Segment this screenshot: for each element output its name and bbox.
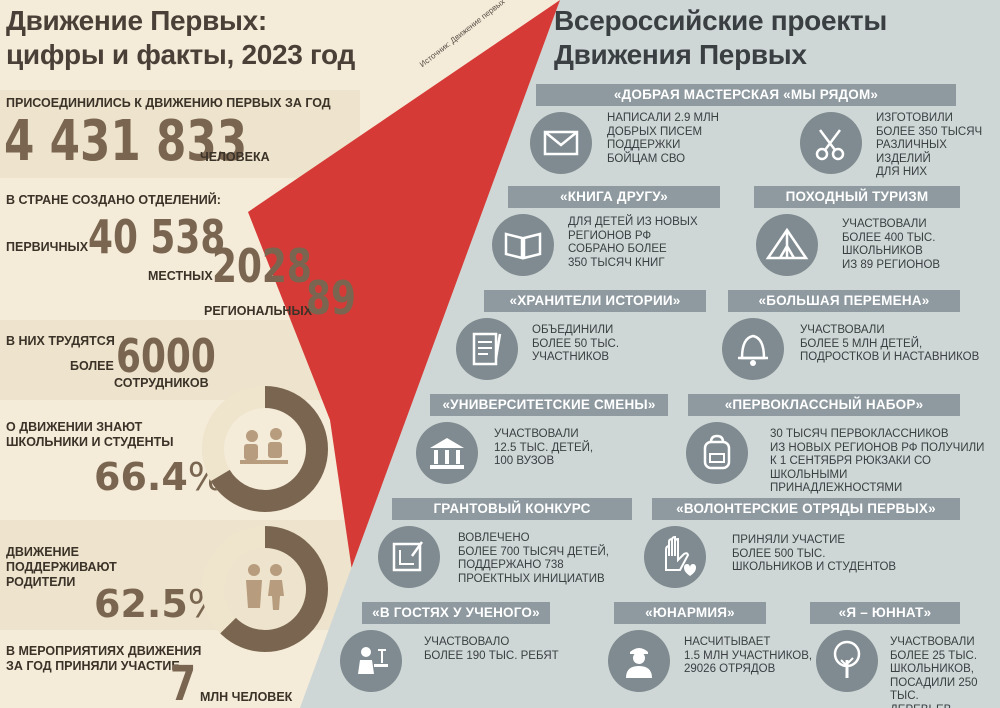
parents-donut xyxy=(202,526,328,652)
history-text: ОБЪЕДИНИЛИ БОЛЕЕ 50 ТЫС. УЧАСТНИКОВ xyxy=(532,324,620,363)
tent-icon xyxy=(756,214,818,276)
events-unit: МЛН ЧЕЛОВЕК xyxy=(200,690,293,704)
parents-label: ДВИЖЕНИЕ ПОДДЕРЖИВАЮТ РОДИТЕЛИ xyxy=(6,545,117,589)
parents-value: 62.5 xyxy=(94,582,188,626)
joined-label: ПРИСОЕДИНИЛИСЬ К ДВИЖЕНИЮ ПЕРВЫХ ЗА ГОД xyxy=(6,96,331,110)
header-ya-yunnat: «Я – ЮННАТ» xyxy=(810,602,960,624)
students-icon xyxy=(240,428,288,464)
grant-text: ВОВЛЕЧЕНО БОЛЕЕ 700 ТЫСЯЧ ДЕТЕЙ, ПОДДЕРЖ… xyxy=(458,532,609,585)
firstgrade-text: 30 ТЫСЯЧ ПЕРВОКЛАССНИКОВ ИЗ НОВЫХ РЕГИОН… xyxy=(770,428,985,494)
donut-arc xyxy=(202,526,328,652)
events-label: В МЕРОПРИЯТИЯХ ДВИЖЕНИЯ ЗА ГОД ПРИНЯЛИ У… xyxy=(6,644,202,673)
header-v-gostyah-u-uchenogo: «В ГОСТЯХ У УЧЕНОГО» xyxy=(362,602,550,624)
book-icon xyxy=(492,214,554,276)
regional-value: 89 xyxy=(306,271,356,325)
staff-unit: СОТРУДНИКОВ xyxy=(114,376,209,390)
header-hraniteli-istorii: «ХРАНИТЕЛИ ИСТОРИИ» xyxy=(484,290,706,312)
donut-arc xyxy=(202,386,328,512)
header-volonterskie-otryady: «ВОЛОНТЕРСКИЕ ОТРЯДЫ ПЕРВЫХ» xyxy=(652,498,960,520)
bell-icon xyxy=(722,318,784,380)
scientist-text: УЧАСТВОВАЛО БОЛЕЕ 190 ТЫС. РЕБЯТ xyxy=(424,636,559,662)
volunteer-text: ПРИНЯЛИ УЧАСТИЕ БОЛЕЕ 500 ТЫС. ШКОЛЬНИКО… xyxy=(732,534,897,573)
joined-value: 4 431 833 xyxy=(4,109,248,174)
staff-label: В НИХ ТРУДЯТСЯ xyxy=(6,334,115,348)
left-title: Движение Первых: цифры и факты, 2023 год xyxy=(6,4,355,72)
parents-icon xyxy=(246,564,284,610)
arrow-shape xyxy=(248,0,560,708)
tourism-text: УЧАСТВОВАЛИ БОЛЕЕ 400 ТЫС. ШКОЛЬНИКОВ ИЗ… xyxy=(842,218,941,271)
header-kniga-drugu: «КНИГА ДРУГУ» xyxy=(508,186,720,208)
envelope-icon xyxy=(530,112,592,174)
header-yunarmiya: «ЮНАРМИЯ» xyxy=(614,602,766,624)
yunarmiya-text: НАСЧИТЫВАЕТ 1.5 МЛН УЧАСТНИКОВ, 29026 ОТ… xyxy=(684,636,813,675)
local-label: МЕСТНЫХ xyxy=(148,269,213,283)
right-title: Всероссийские проекты Движения Первых xyxy=(554,4,887,72)
left-title-line2: цифры и факты, 2023 год xyxy=(6,39,355,70)
right-title-line1: Всероссийские проекты xyxy=(554,5,887,36)
aware-donut xyxy=(202,386,328,512)
band xyxy=(0,90,360,178)
joined-unit: ЧЕЛОВЕКА xyxy=(200,150,270,164)
break-text: УЧАСТВОВАЛИ БОЛЕЕ 5 МЛН ДЕТЕЙ, ПОДРОСТКО… xyxy=(800,324,980,363)
header-pervoklassnyi-nabor: «ПЕРВОКЛАССНЫЙ НАБОР» xyxy=(688,394,960,416)
books-text: ДЛЯ ДЕТЕЙ ИЗ НОВЫХ РЕГИОНОВ РФ СОБРАНО Б… xyxy=(568,216,698,269)
staff-prefix: БОЛЕЕ xyxy=(70,359,114,373)
right-title-line2: Движения Первых xyxy=(554,39,807,70)
university-text: УЧАСТВОВАЛИ 12.5 ТЫС. ДЕТЕЙ, 100 ВУЗОВ xyxy=(494,428,594,467)
header-bolshaya-peremena: «БОЛЬШАЯ ПЕРЕМЕНА» xyxy=(728,290,960,312)
scissors-icon xyxy=(800,112,862,174)
regional-label: РЕГИОНАЛЬНЫХ xyxy=(204,304,313,318)
scroll-icon xyxy=(456,318,518,380)
left-title-line1: Движение Первых: xyxy=(6,5,267,36)
events-value: 7 xyxy=(170,656,197,708)
letters-text: НАПИСАЛИ 2.9 МЛН ДОБРЫХ ПИСЕМ ПОДДЕРЖКИ … xyxy=(607,112,719,165)
aware-value: 66.4 xyxy=(94,455,188,499)
local-value: 2028 xyxy=(212,239,312,293)
branches-label: В СТРАНЕ СОЗДАНО ОТДЕЛЕНИЙ: xyxy=(6,193,221,207)
aware-label: О ДВИЖЕНИИ ЗНАЮТ ШКОЛЬНИКИ И СТУДЕНТЫ xyxy=(6,420,174,449)
scientist-icon xyxy=(340,630,402,692)
university-icon xyxy=(416,422,478,484)
header-grantovyi-konkurs: ГРАНТОВЫЙ КОНКУРС xyxy=(392,498,632,520)
header-universitetskie-smeny: «УНИВЕРСИТЕТСКИЕ СМЕНЫ» xyxy=(430,394,668,416)
items-text: ИЗГОТОВИЛИ БОЛЕЕ 350 ТЫСЯЧ РАЗЛИЧНЫХ ИЗД… xyxy=(876,112,983,178)
hand-heart-icon xyxy=(644,526,706,588)
staff-value: 6000 xyxy=(116,329,216,383)
yunnat-text: УЧАСТВОВАЛИ БОЛЕЕ 25 ТЫС. ШКОЛЬНИКОВ, ПО… xyxy=(890,636,978,708)
backpack-icon xyxy=(686,422,748,484)
primary-label: ПЕРВИЧНЫХ xyxy=(6,240,89,254)
header-dobraya-masterskaya: «ДОБРАЯ МАСТЕРСКАЯ «МЫ РЯДОМ» xyxy=(536,84,956,106)
primary-value: 40 538 xyxy=(88,210,226,264)
blueprint-icon xyxy=(378,526,440,588)
tree-icon xyxy=(816,630,878,692)
header-pohodnyi-turizm: ПОХОДНЫЙ ТУРИЗМ xyxy=(754,186,960,208)
aware-percent: 66.4% xyxy=(94,458,224,496)
soldier-icon xyxy=(608,630,670,692)
